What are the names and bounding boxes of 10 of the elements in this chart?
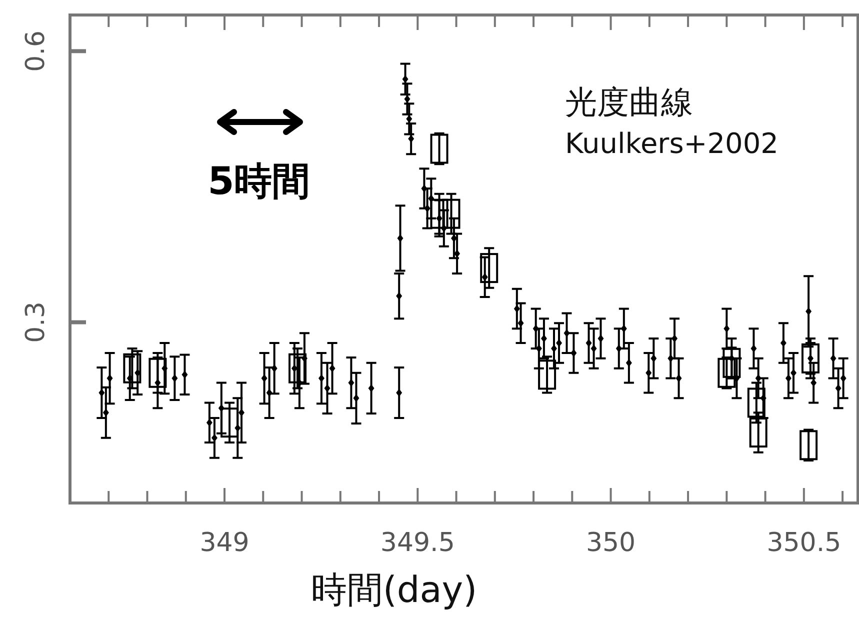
annotation: 5時間 (208, 159, 310, 203)
x-tick-label: 349.5 (380, 528, 455, 558)
annotation: 光度曲線 (565, 83, 693, 121)
x-tick-label: 349 (200, 528, 250, 558)
annotation: Kuulkers+2002 (565, 127, 778, 160)
x-tick-label: 350 (586, 528, 636, 558)
y-tick-label: 0.3 (21, 302, 51, 343)
x-tick-label: 350.5 (766, 528, 842, 558)
x-axis-title: 時間(day) (310, 570, 478, 611)
y-tick-label: 0.6 (21, 30, 51, 72)
